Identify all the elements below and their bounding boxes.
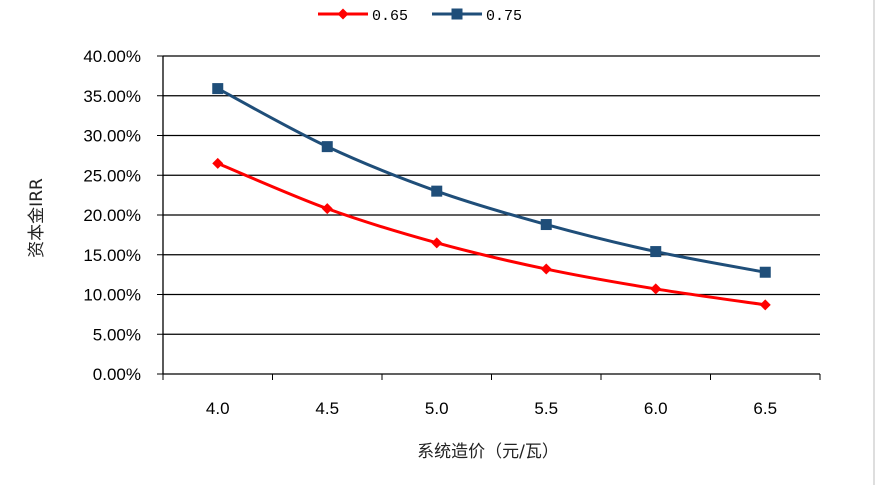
series-1-point-1 — [321, 141, 333, 153]
x-tick-label-4: 6.0 — [644, 399, 668, 418]
series-1-point-0 — [212, 83, 224, 95]
y-tick-label-2: 10.00% — [83, 286, 141, 305]
legend-label-1: 0.75 — [486, 8, 522, 25]
series-layer — [212, 83, 771, 311]
x-axis-title: 系统造价（元/瓦） — [417, 442, 559, 462]
y-tick-label-8: 40.00% — [83, 47, 141, 66]
series-1-point-3 — [540, 219, 552, 231]
series-0-point-1 — [321, 203, 333, 215]
series-0-point-3 — [540, 263, 552, 275]
series-0-point-0 — [212, 157, 224, 169]
series-1 — [212, 83, 771, 278]
x-tick-label-2: 5.0 — [425, 399, 449, 418]
y-tick-label-4: 20.00% — [83, 206, 141, 225]
series-0-point-5 — [759, 299, 771, 311]
y-axis-title: 资本金IRR — [27, 178, 47, 258]
x-tick-label-5: 6.5 — [753, 399, 777, 418]
legend: 0.65 0.75 — [318, 8, 522, 25]
series-0 — [212, 157, 771, 311]
y-tick-label-7: 35.00% — [83, 87, 141, 106]
x-tick-labels: 4.0 4.5 5.0 5.5 6.0 6.5 — [206, 399, 777, 418]
legend-marker-0 — [337, 8, 349, 20]
y-tick-labels: 0.00% 5.00% 10.00% 15.00% 20.00% 25.00% 30.00%… — [83, 47, 141, 384]
series-line-1 — [217, 87, 766, 274]
x-tick-label-1: 4.5 — [315, 399, 339, 418]
series-line-0 — [217, 161, 766, 307]
series-1-point-4 — [650, 246, 662, 258]
series-1-point-5 — [759, 266, 771, 278]
y-tick-label-6: 30.00% — [83, 127, 141, 146]
series-0-point-4 — [650, 283, 662, 295]
y-tick-label-1: 5.00% — [93, 325, 141, 344]
x-tick-label-0: 4.0 — [206, 399, 230, 418]
legend-label-0: 0.65 — [372, 8, 408, 25]
series-0-point-2 — [431, 237, 443, 249]
y-tick-label-3: 15.00% — [83, 246, 141, 265]
legend-marker-1 — [451, 8, 463, 20]
gridlines — [163, 55, 820, 335]
axes — [157, 55, 821, 380]
series-1-point-2 — [431, 185, 443, 197]
y-tick-label-5: 25.00% — [83, 166, 141, 185]
y-tick-label-0: 0.00% — [93, 365, 141, 384]
x-tick-label-3: 5.5 — [534, 399, 558, 418]
